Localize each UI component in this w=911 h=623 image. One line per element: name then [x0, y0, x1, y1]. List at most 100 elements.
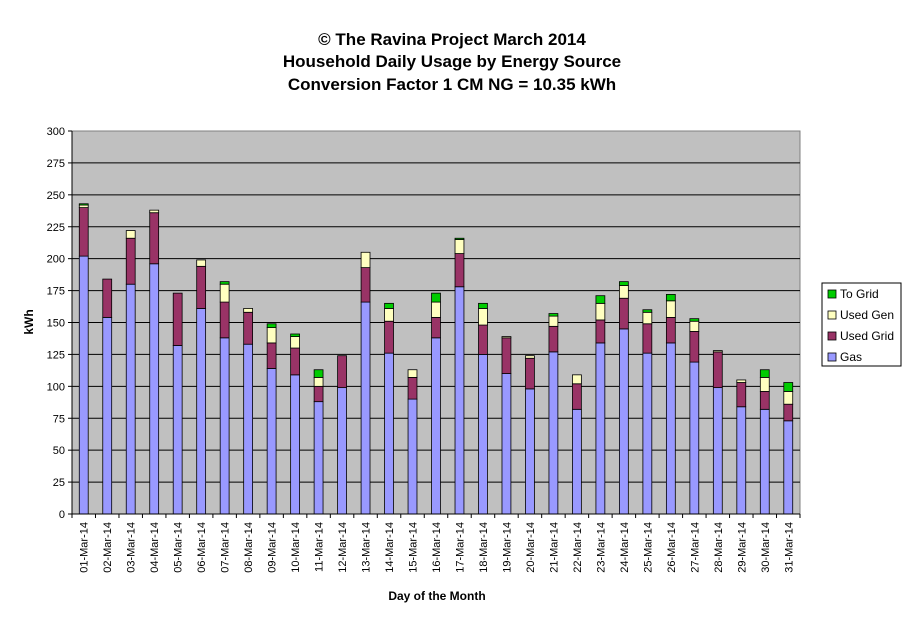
bar-segment-used-grid: [595, 319, 606, 344]
bar-segment-gas: [172, 345, 183, 515]
bar-segment-used-grid: [548, 325, 559, 353]
bar-segment-used-grid: [501, 337, 512, 374]
bar-segment-to-grid: [219, 281, 230, 285]
bar-segment-used-gen: [619, 285, 629, 299]
x-axis: 01-Mar-14 02-Mar-14 03-Mar-14 04-Mar-14 05-M…: [71, 513, 801, 573]
bar-segment-to-grid: [689, 318, 700, 322]
x-tick-label: 12-Mar-14: [337, 522, 349, 573]
y-tick-label: 125: [47, 349, 65, 361]
x-axis-title: Day of the Month: [388, 589, 485, 603]
bar-segment-gas: [525, 388, 535, 515]
bar-segment-used-grid: [337, 355, 347, 389]
bar-segment-to-grid: [665, 294, 676, 302]
bar-segment-gas: [313, 401, 324, 515]
y-tick-label: 25: [53, 477, 65, 489]
bar-segment-to-grid: [290, 333, 300, 337]
bar-segment-used-gen: [759, 376, 770, 392]
bar-segment-used-gen: [595, 302, 606, 321]
bar-segment-gas: [712, 387, 723, 515]
legend: To Grid Used Gen Used Grid Gas: [821, 282, 902, 367]
legend-label: Used Gen: [840, 308, 894, 322]
bar-segment-to-grid: [78, 203, 89, 206]
bar-segment-gas: [78, 255, 89, 515]
bar-segment-gas: [454, 286, 465, 515]
bar-segment-to-grid: [454, 237, 465, 240]
bar-segment-used-gen: [689, 320, 700, 332]
bar-segment-used-gen: [783, 391, 794, 405]
bar-segment-to-grid: [759, 369, 770, 378]
bar-segment-to-grid: [431, 292, 441, 303]
y-tick-label: 225: [47, 222, 65, 234]
bar-segment-used-grid: [689, 331, 700, 363]
y-tick-label: 100: [47, 381, 65, 393]
y-axis: 0 25 50 75 100 125 150 175 200 225 250 275 300: [47, 126, 73, 521]
bar-segment-gas: [759, 408, 770, 515]
title-line-2: Household Daily Usage by Energy Source: [283, 52, 621, 71]
bars: [78, 203, 794, 515]
bar-segment-gas: [149, 263, 160, 515]
x-tick-label: 25-Mar-14: [642, 522, 654, 573]
bar-segment-used-grid: [407, 376, 418, 400]
title-line-3: Conversion Factor 1 CM NG = 10.35 kWh: [288, 75, 616, 94]
bar-segment-to-grid: [313, 369, 324, 378]
bar-segment-gas: [431, 337, 441, 515]
bar-segment-used-gen: [219, 283, 230, 303]
bar-segment-used-gen: [454, 239, 465, 254]
bar-segment-used-gen: [196, 259, 207, 267]
bar-segment-gas: [243, 343, 253, 515]
x-tick-label: 22-Mar-14: [572, 522, 584, 573]
y-tick-label: 250: [47, 190, 65, 202]
legend-label: Gas: [840, 350, 862, 364]
x-tick-label: 27-Mar-14: [689, 522, 701, 573]
bar-segment-gas: [783, 420, 794, 515]
bar-segment-used-grid: [172, 292, 183, 346]
y-axis-title: kWh: [22, 309, 36, 334]
bar-segment-used-grid: [125, 237, 136, 285]
x-tick-label: 29-Mar-14: [736, 522, 748, 573]
bar-segment-gas: [219, 337, 230, 515]
x-tick-label: 11-Mar-14: [314, 522, 326, 572]
bar-segment-gas: [619, 328, 629, 515]
y-tick-label: 75: [53, 413, 65, 425]
bar-segment-to-grid: [619, 281, 629, 286]
bar-segment-gas: [572, 408, 582, 515]
x-tick-label: 05-Mar-14: [173, 522, 185, 573]
bar-segment-to-grid: [478, 302, 488, 309]
bar-segment-gas: [501, 373, 512, 515]
bar-segment-used-gen: [407, 369, 418, 378]
y-tick-label: 175: [47, 286, 65, 298]
bar-segment-used-grid: [78, 207, 89, 257]
bar-segment-to-grid: [642, 309, 653, 313]
x-tick-label: 20-Mar-14: [525, 522, 537, 573]
x-tick-label: 13-Mar-14: [361, 522, 373, 573]
y-tick-label: 275: [47, 158, 65, 170]
x-tick-label: 06-Mar-14: [196, 522, 208, 573]
x-tick-label: 15-Mar-14: [408, 522, 420, 573]
bar-segment-to-grid: [384, 302, 394, 309]
bar-segment-gas: [266, 368, 277, 515]
bar-segment-used-gen: [712, 350, 723, 353]
y-tick-label: 300: [47, 126, 65, 138]
bar-segment-used-gen: [548, 315, 559, 327]
bar-segment-used-gen: [665, 300, 676, 318]
y-tick-label: 0: [59, 509, 65, 521]
bar-segment-used-gen: [478, 308, 488, 326]
x-tick-label: 04-Mar-14: [149, 522, 161, 573]
x-tick-label: 23-Mar-14: [595, 522, 607, 573]
x-tick-label: 10-Mar-14: [290, 522, 302, 573]
x-tick-label: 28-Mar-14: [713, 522, 725, 573]
x-tick-label: 30-Mar-14: [760, 522, 772, 573]
x-tick-label: 21-Mar-14: [548, 522, 560, 573]
y-tick-label: 150: [47, 318, 65, 330]
x-tick-label: 09-Mar-14: [267, 522, 279, 573]
x-tick-label: 08-Mar-14: [243, 522, 255, 573]
gridlines: [72, 162, 800, 483]
bar-segment-used-gen: [384, 308, 394, 322]
legend-swatch: [827, 331, 837, 341]
bar-segment-gas: [337, 387, 347, 515]
bar-segment-gas: [595, 342, 606, 515]
bar-segment-gas: [102, 316, 113, 515]
bar-segment-used-grid: [783, 403, 794, 422]
bar-segment-used-grid: [736, 382, 747, 408]
bar-segment-to-grid: [548, 313, 559, 317]
